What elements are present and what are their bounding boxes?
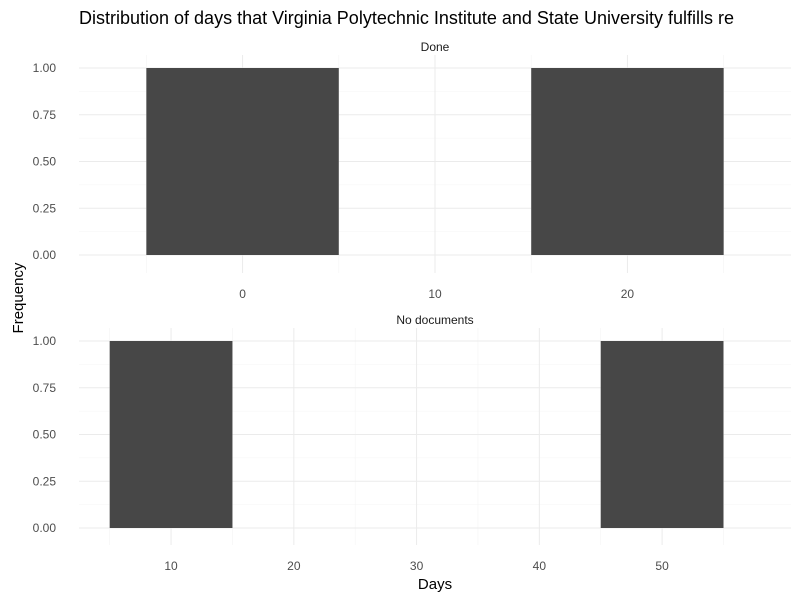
y-tick-label: 0.00: [33, 248, 57, 262]
x-tick-label: 40: [533, 559, 547, 573]
y-tick-label: 0.25: [33, 474, 57, 488]
x-tick-label: 50: [655, 559, 669, 573]
y-tick-label: 1.00: [33, 61, 57, 75]
x-tick-label: 0: [239, 287, 246, 301]
panel-no-documents: 0.00 0.25 0.50 0.75 1.00 10 20 30 40 50: [33, 328, 791, 573]
x-axis-label: Days: [418, 576, 452, 593]
y-tick-label: 0.50: [33, 155, 57, 169]
histogram-bar: [109, 341, 233, 528]
panel-1-strip: Done: [421, 40, 450, 54]
histogram-bar: [146, 68, 339, 255]
x-tick-label: 10: [428, 287, 442, 301]
panel-2-strip: No documents: [396, 313, 473, 327]
x-tick-label: 10: [164, 559, 178, 573]
y-tick-label: 0.00: [33, 521, 57, 535]
x-tick-label: 30: [410, 559, 424, 573]
x-tick-label: 20: [621, 287, 635, 301]
y-tick-label: 1.00: [33, 334, 57, 348]
y-tick-label: 0.75: [33, 381, 57, 395]
x-tick-label: 20: [287, 559, 301, 573]
y-tick-label: 0.75: [33, 108, 57, 122]
panel-done: 0.00 0.25 0.50 0.75 1.00 0 10 20: [33, 55, 791, 301]
chart-title: Distribution of days that Virginia Polyt…: [79, 8, 734, 28]
y-tick-label: 0.50: [33, 428, 57, 442]
y-tick-label: 0.25: [33, 201, 57, 215]
histogram-bar: [531, 68, 724, 255]
y-axis-label: Frequency: [10, 262, 27, 333]
histogram-bar: [600, 341, 724, 528]
